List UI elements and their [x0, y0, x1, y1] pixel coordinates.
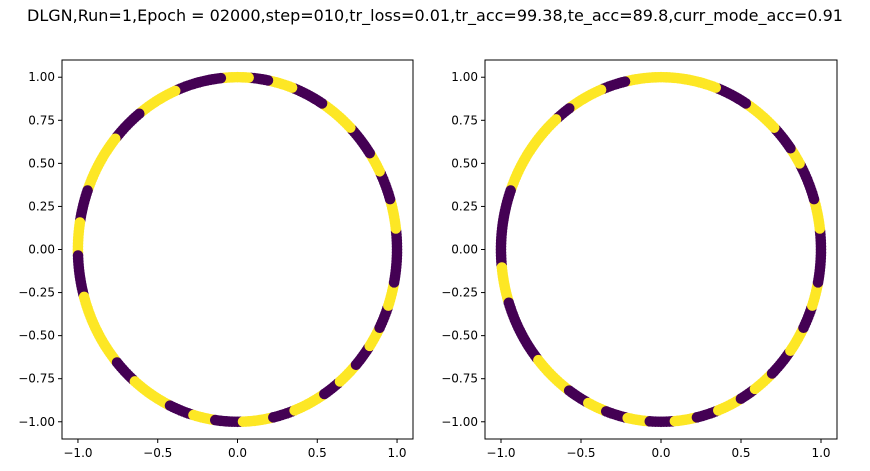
x-tick-label: −1.0 — [486, 446, 515, 460]
y-tick-label: 0.75 — [451, 113, 478, 127]
x-tick-label: 0.5 — [731, 446, 750, 460]
scatter-point — [391, 247, 403, 258]
y-tick-label: −0.25 — [441, 286, 478, 300]
x-tick-label: 1.0 — [811, 446, 830, 460]
figure-title: DLGN,Run=1,Epoch = 02000,step=010,tr_los… — [27, 6, 843, 25]
y-tick-label: 0.25 — [451, 199, 478, 213]
x-tick-label: 0.0 — [651, 446, 670, 460]
axes-frame — [61, 59, 414, 440]
y-tick-label: −1.00 — [441, 415, 478, 429]
y-tick-label: 0.00 — [451, 243, 478, 257]
x-tick-label: 0.5 — [308, 446, 327, 460]
y-tick-label: 0.25 — [28, 199, 55, 213]
y-tick-label: 0.50 — [28, 156, 55, 170]
x-tick-label: 1.0 — [387, 446, 406, 460]
y-tick-label: 0.50 — [451, 156, 478, 170]
scatter-panel-left: −1.0 −0.5 0.0 0.5 1.0 1.00 0.75 0.50 0.25 0.00 −0.… — [18, 59, 414, 460]
scatter-point — [815, 247, 827, 258]
axes-frame — [484, 59, 838, 440]
y-tick-label: −0.75 — [441, 372, 478, 386]
y-tick-label: −0.50 — [441, 329, 478, 343]
y-tick-label: −1.00 — [18, 415, 55, 429]
x-tick-label: −0.5 — [566, 446, 595, 460]
y-tick-label: 0.75 — [28, 113, 55, 127]
y-tick-label: 1.00 — [28, 70, 55, 84]
y-tick-label: −0.50 — [18, 329, 55, 343]
y-tick-label: −0.25 — [18, 286, 55, 300]
y-tick-label: 0.00 — [28, 243, 55, 257]
x-tick-label: 0.0 — [228, 446, 247, 460]
x-tick-label: −1.0 — [63, 446, 92, 460]
scatter-points — [72, 71, 403, 428]
x-tick-label: −0.5 — [143, 446, 172, 460]
y-tick-label: 1.00 — [451, 70, 478, 84]
y-tick-label: −0.75 — [18, 372, 55, 386]
scatter-points — [495, 71, 827, 428]
scatter-panel-right: −1.0 −0.5 0.0 0.5 1.0 1.00 0.75 0.50 0.25 0.00 −0.… — [441, 59, 838, 460]
